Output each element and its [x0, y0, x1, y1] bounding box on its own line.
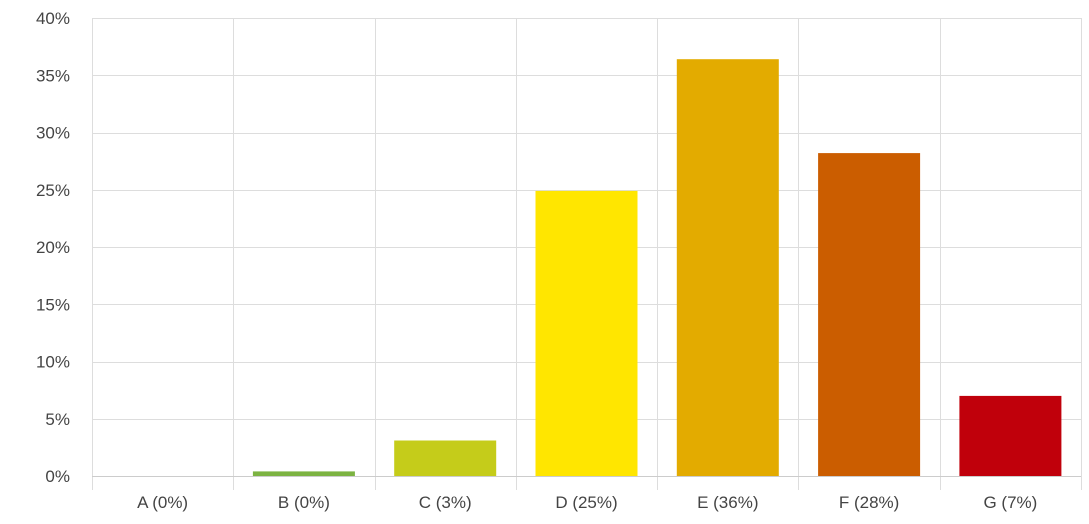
- y-tick-label: 10%: [36, 353, 70, 372]
- grid-lines: [92, 18, 1082, 490]
- bar-c: [394, 440, 497, 476]
- x-tick-label: B (0%): [278, 493, 330, 512]
- y-tick-label: 20%: [36, 238, 70, 257]
- x-tick-label: E (36%): [697, 493, 758, 512]
- y-tick-label: 35%: [36, 66, 70, 85]
- x-tick-label: F (28%): [839, 493, 899, 512]
- bars: [252, 59, 1062, 476]
- x-axis-tick-labels: A (0%) B (0%) C (3%) D (25%) E (36%) F (28%) G…: [137, 493, 1037, 512]
- x-tick-label: C (3%): [419, 493, 472, 512]
- x-tick-label: D (25%): [555, 493, 617, 512]
- bar-g: [959, 395, 1062, 476]
- x-tick-label: A (0%): [137, 493, 188, 512]
- y-axis-tick-labels: 0% 5% 10% 15% 20% 25% 30% 35% 40%: [36, 9, 70, 486]
- y-tick-label: 15%: [36, 295, 70, 314]
- y-tick-label: 0%: [45, 467, 70, 486]
- bar-b: [252, 471, 355, 476]
- y-tick-label: 5%: [45, 410, 70, 429]
- bar-f: [818, 153, 921, 476]
- x-tick-label: G (7%): [983, 493, 1037, 512]
- y-tick-label: 25%: [36, 181, 70, 200]
- y-tick-label: 40%: [36, 9, 70, 28]
- y-tick-label: 30%: [36, 124, 70, 143]
- bar-d: [535, 190, 638, 476]
- bar-e: [676, 59, 779, 476]
